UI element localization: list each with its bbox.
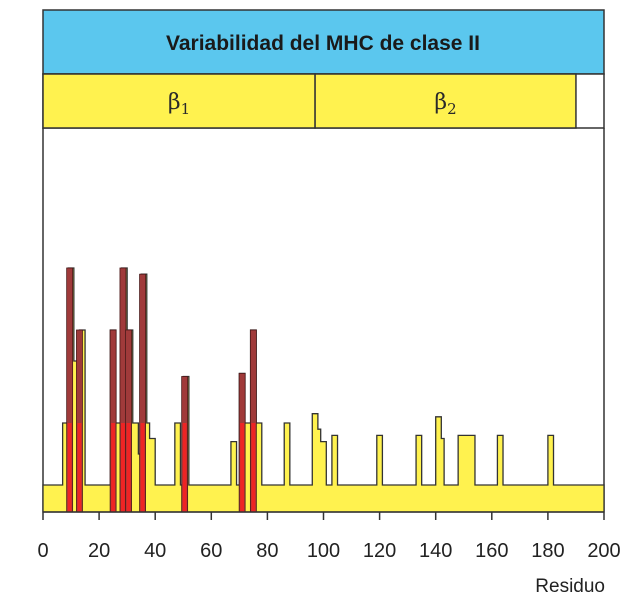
variable-residue-highlight: [67, 423, 72, 512]
x-tick-label: 60: [200, 540, 222, 562]
variable-residue-highlight: [111, 423, 116, 512]
variable-residue-highlight: [240, 423, 245, 512]
domain-label-1: β1: [168, 90, 190, 118]
x-tick-label: 180: [531, 540, 564, 562]
x-tick-label: 100: [307, 540, 340, 562]
chart-title: Variabilidad del MHC de clase II: [166, 32, 480, 55]
x-tick-label: 20: [88, 540, 110, 562]
variable-residue-highlight: [120, 423, 125, 512]
x-axis-ticks: 0 20 40 60 80 100 120 140 160 180 200: [37, 512, 621, 562]
variable-residue-highlight: [126, 423, 131, 512]
title-band: [42, 9, 605, 75]
x-tick-label: 200: [587, 540, 620, 562]
domain-band: β1 β2: [42, 73, 605, 129]
variable-residue-highlight: [140, 423, 145, 512]
x-tick-label: 0: [37, 540, 48, 562]
domain-segment-2: [314, 73, 577, 129]
domain-label-2: β2: [434, 90, 456, 118]
variable-residue-highlight: [251, 423, 256, 512]
x-tick-label: 40: [144, 540, 166, 562]
x-axis-label: Residuo: [535, 576, 605, 597]
variable-residue-highlight: [182, 423, 187, 512]
domain-segment-1: [42, 73, 316, 129]
x-tick-label: 80: [256, 540, 278, 562]
x-tick-label: 140: [419, 540, 452, 562]
x-tick-label: 160: [475, 540, 508, 562]
variable-residues: [66, 267, 257, 513]
x-tick-label: 120: [363, 540, 396, 562]
variable-residue-highlight: [77, 423, 82, 512]
